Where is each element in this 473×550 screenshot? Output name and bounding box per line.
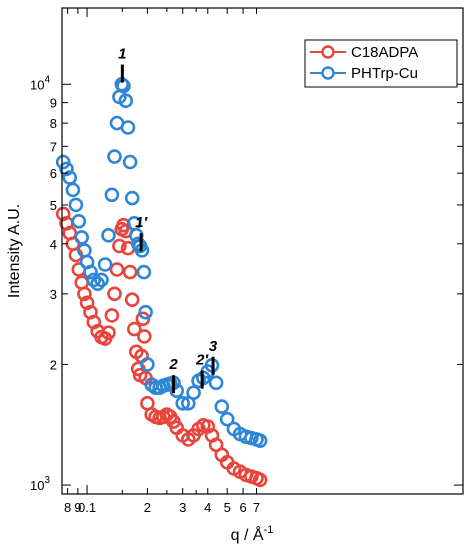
data-point: [122, 154, 138, 170]
data-point: [55, 154, 71, 170]
y-tick-label: 6: [50, 166, 57, 181]
data-point: [101, 325, 116, 341]
x-tick-label: 5: [224, 500, 231, 515]
x-tick-label: 8: [64, 500, 71, 515]
x-axis-label-exponent: -1: [264, 524, 274, 536]
x-axis-label: q / Å-1: [231, 524, 274, 544]
legend-marker-phtrp-cu: [321, 66, 335, 80]
data-point: [122, 264, 138, 280]
x-tick-label: 4: [204, 500, 211, 515]
series-phtrp-cu: [55, 77, 268, 449]
data-point: [120, 120, 136, 135]
data-point: [118, 93, 134, 108]
x-tick-label: 9: [74, 500, 81, 515]
data-point: [83, 264, 98, 280]
data-point: [127, 321, 142, 337]
data-point: [101, 228, 116, 243]
data-point: [97, 257, 113, 272]
y-tick-label: 8: [50, 116, 57, 131]
x-tick-label: 2: [144, 500, 151, 515]
y-tick-label: 104: [30, 74, 50, 92]
data-point: [74, 230, 89, 245]
data-point: [124, 292, 140, 308]
y-tick-label: 5: [50, 198, 57, 213]
y-tick-label: 9: [50, 96, 57, 111]
data-point: [138, 304, 153, 320]
plot-frame: [61, 7, 464, 495]
data-point: [77, 286, 92, 302]
data-point: [252, 433, 268, 449]
y-tick-label: 3: [50, 287, 57, 302]
x-tick-label: 0.1: [78, 500, 96, 515]
legend-label-phtrp-cu: PHTrp-Cu: [351, 65, 418, 82]
y-tick-label: 7: [50, 139, 57, 154]
data-point: [137, 329, 152, 344]
data-point: [175, 395, 190, 411]
data-point: [140, 357, 155, 372]
x-tick-label: 7: [253, 500, 260, 515]
data-point: [86, 272, 102, 288]
plot-area: [55, 77, 268, 488]
legend-marker-c18adpa: [321, 45, 335, 59]
data-point: [90, 276, 105, 292]
data-point: [107, 149, 122, 164]
data-point: [65, 182, 81, 198]
series-c18adpa: [55, 206, 268, 488]
data-point: [169, 383, 184, 399]
data-point: [186, 385, 201, 401]
data-point: [214, 399, 230, 414]
data-point: [219, 411, 235, 427]
y-tick-label: 103: [30, 475, 50, 493]
data-point: [104, 187, 120, 203]
y-axis-label: Intensity A.U.: [6, 204, 23, 298]
data-point: [124, 190, 140, 206]
annotation-label: 1′: [135, 214, 148, 231]
data-point: [104, 308, 120, 323]
data-point: [107, 286, 122, 302]
y-tick-label: 2: [50, 357, 57, 372]
data-point: [68, 197, 84, 213]
x-axis-label-main: q / Å: [231, 525, 264, 544]
annotation-label: 2: [168, 356, 178, 373]
data-point: [59, 161, 74, 177]
data-point: [252, 472, 268, 488]
data-point: [71, 214, 87, 229]
annotation-label: 1: [118, 46, 126, 63]
data-point: [135, 311, 151, 327]
annotation-label: 2′: [195, 352, 209, 369]
x-tick-label: 3: [179, 500, 186, 515]
annotation-label: 3: [209, 338, 218, 355]
data-point: [136, 264, 152, 280]
x-tick-label: 6: [239, 500, 246, 515]
data-point: [112, 238, 127, 254]
legend: C18ADPA PHTrp-Cu: [304, 39, 458, 88]
peak-annotations: 1 1′ 2 2′3: [118, 46, 218, 394]
legend-label-c18adpa: C18ADPA: [351, 44, 418, 61]
data-point: [94, 272, 109, 288]
data-point: [109, 262, 125, 277]
y-tick-label: 4: [50, 237, 57, 252]
data-point: [208, 375, 224, 391]
